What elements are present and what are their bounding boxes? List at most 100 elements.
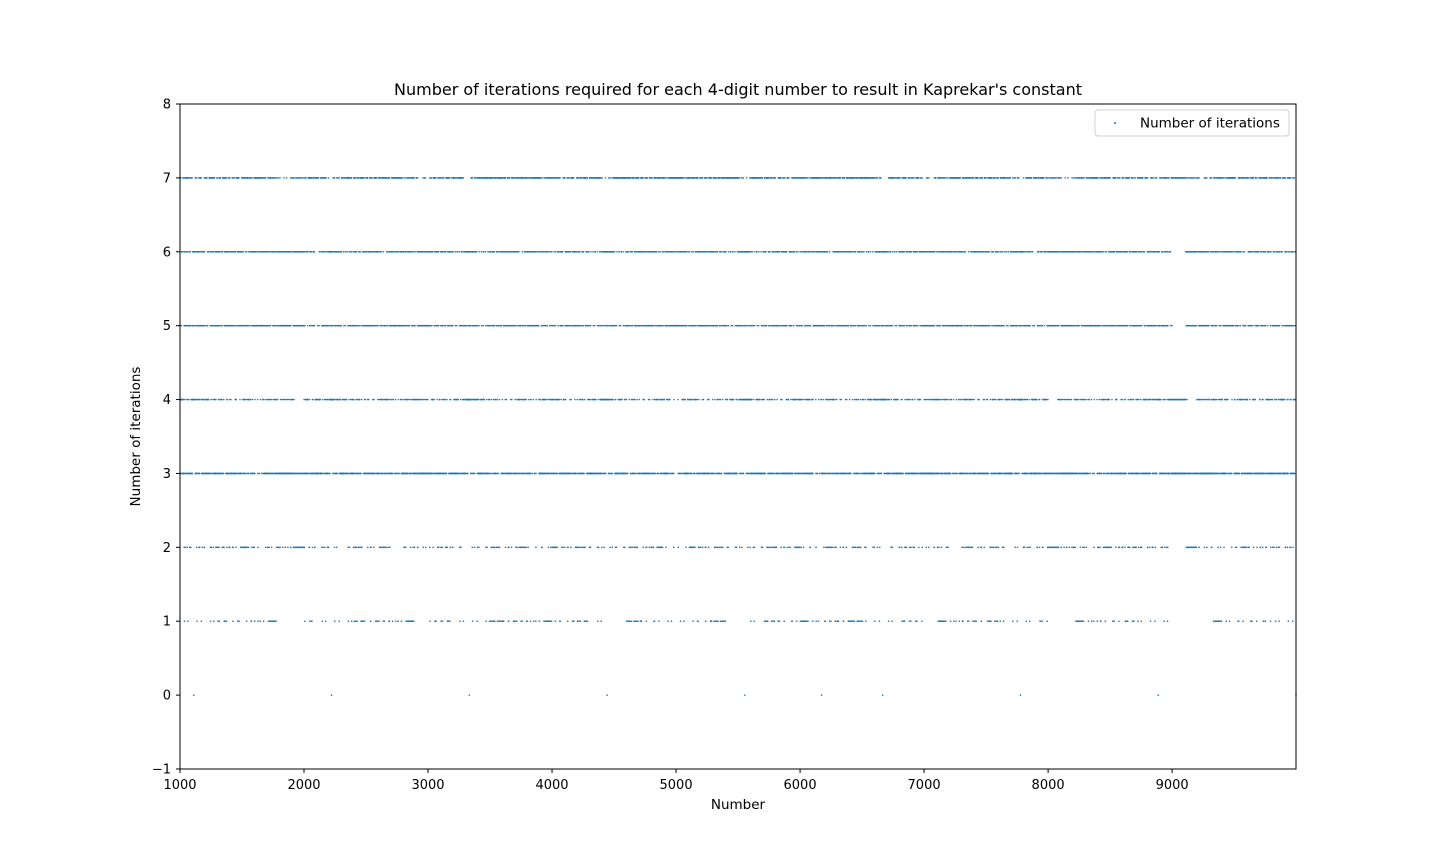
scatter-point	[324, 250, 327, 253]
scatter-point	[582, 324, 585, 327]
scatter-point	[521, 546, 524, 549]
scatter-point	[698, 398, 700, 401]
scatter-point	[437, 324, 440, 327]
scatter-point	[795, 398, 797, 401]
scatter-point	[409, 177, 411, 179]
scatter-point	[277, 177, 280, 179]
scatter-point	[299, 546, 302, 549]
scatter-point	[294, 177, 296, 179]
scatter-point	[611, 472, 614, 475]
scatter-point	[636, 398, 638, 401]
scatter-point	[473, 472, 476, 475]
scatter-point	[764, 472, 767, 475]
scatter-point	[473, 177, 476, 179]
scatter-point	[378, 546, 381, 549]
scatter-point	[311, 177, 314, 179]
scatter-point	[350, 177, 353, 179]
scatter-point	[221, 546, 223, 549]
scatter-point	[697, 177, 699, 179]
scatter-point	[514, 398, 517, 401]
scatter-point	[403, 177, 406, 179]
scatter-point	[239, 398, 241, 401]
scatter-point	[308, 546, 311, 549]
scatter-point	[347, 472, 349, 475]
scatter-point	[685, 546, 687, 549]
scatter-point	[420, 398, 422, 401]
scatter-point	[747, 546, 749, 549]
scatter-point	[765, 250, 767, 253]
scatter-point	[490, 398, 493, 401]
scatter-point	[376, 620, 378, 623]
scatter-point	[415, 177, 418, 179]
scatter-point	[483, 398, 486, 401]
scatter-point	[416, 398, 418, 401]
scatter-point	[216, 546, 219, 549]
scatter-point	[567, 324, 570, 327]
scatter-point	[579, 620, 582, 623]
scatter-point	[446, 546, 449, 549]
scatter-point	[759, 398, 761, 401]
scatter-point	[321, 250, 324, 253]
scatter-point	[409, 546, 412, 549]
scatter-point	[614, 324, 617, 327]
scatter-point	[601, 177, 603, 179]
scatter-point	[251, 398, 254, 401]
scatter-point	[320, 472, 323, 475]
scatter-point	[268, 250, 271, 253]
scatter-point	[347, 620, 350, 623]
scatter-point	[366, 546, 369, 549]
scatter-point	[269, 324, 272, 327]
scatter-point	[424, 398, 426, 401]
scatter-point	[440, 546, 442, 549]
scatter-point	[500, 324, 503, 327]
scatter-point	[264, 398, 266, 401]
scatter-point	[329, 324, 332, 327]
scatter-point	[204, 177, 207, 179]
scatter-point	[758, 250, 760, 253]
scatter-point	[366, 250, 368, 253]
scatter-point	[239, 546, 242, 549]
scatter-point	[464, 324, 467, 327]
scatter-point	[398, 472, 401, 475]
scatter-point	[211, 250, 214, 253]
scatter-point	[554, 250, 557, 253]
scatter-point	[679, 620, 682, 623]
scatter-point	[327, 546, 330, 549]
scatter-point	[482, 324, 484, 327]
scatter-point	[200, 177, 203, 179]
scatter-point	[763, 398, 766, 401]
scatter-point	[411, 398, 414, 401]
scatter-point	[191, 177, 193, 179]
scatter-point	[452, 250, 454, 253]
scatter-point	[372, 324, 375, 327]
scatter-point	[469, 250, 472, 253]
scatter-point	[520, 472, 522, 475]
scatter-point	[403, 324, 405, 327]
scatter-point	[411, 324, 413, 327]
scatter-point	[659, 250, 661, 253]
scatter-point	[418, 398, 421, 401]
scatter-point	[331, 324, 334, 327]
scatter-point	[662, 324, 664, 327]
scatter-point	[285, 398, 287, 401]
scatter-point	[405, 620, 408, 623]
scatter-point	[437, 177, 439, 179]
scatter-point	[614, 398, 617, 401]
scatter-point	[495, 324, 498, 327]
scatter-point	[285, 177, 288, 179]
scatter-point	[354, 177, 357, 179]
scatter-point	[524, 324, 527, 327]
scatter-point	[642, 177, 644, 179]
scatter-point	[260, 250, 263, 253]
scatter-point	[221, 398, 223, 401]
scatter-point	[630, 177, 632, 179]
scatter-point	[531, 472, 534, 475]
scatter-point	[267, 546, 269, 549]
scatter-point	[490, 324, 492, 327]
scatter-point	[343, 177, 346, 179]
scatter-point	[582, 398, 584, 401]
scatter-point	[441, 324, 444, 327]
scatter-point	[428, 546, 431, 549]
scatter-point	[481, 398, 483, 401]
scatter-point	[507, 620, 510, 623]
